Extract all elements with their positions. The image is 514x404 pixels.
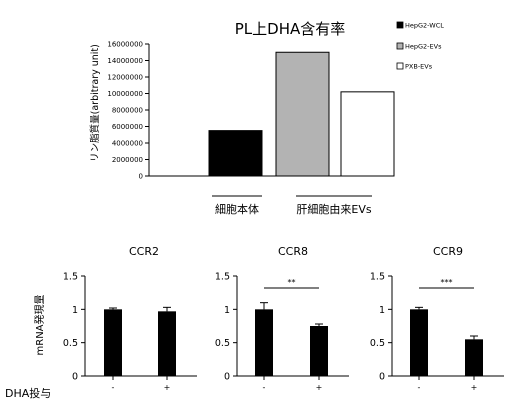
top-chart-ytick-label: 14000000 <box>107 57 143 65</box>
group-label-cell-body: 細胞本体 <box>215 202 259 216</box>
ccr-ytick-label: 0 <box>379 372 385 383</box>
significance-marker: ** <box>288 278 296 287</box>
ccr-xtick-label: + <box>471 383 478 392</box>
ccr-xtick-label: + <box>316 383 323 392</box>
top-chart-bar-hepg2-wcl <box>208 130 263 177</box>
ccr-xtick-label: - <box>263 383 266 392</box>
ccr-bar <box>410 309 428 376</box>
dha-treatment-label: DHA投与 <box>5 386 51 400</box>
ccr-ytick-label: 0.5 <box>370 338 385 349</box>
ccr-bar <box>310 326 328 376</box>
ccr-ytick-label: 1 <box>379 305 385 316</box>
top-chart-title: PL上DHA含有率 <box>235 20 346 38</box>
ccr-ytick-label: 0.5 <box>215 338 230 349</box>
ccr-ytick-label: 0.5 <box>63 338 78 349</box>
top-chart-ytick-label: 16000000 <box>107 41 143 49</box>
ccr-bar <box>158 311 176 376</box>
ccr-bar <box>255 309 273 376</box>
mrna-ylabel: mRNA発現量 <box>33 294 46 355</box>
significance-marker: *** <box>441 278 453 287</box>
legend-swatch-hepg2-evs <box>396 42 404 50</box>
top-chart-ytick-label: 10000000 <box>107 90 143 98</box>
top-chart-bar-pxb-evs <box>340 91 395 177</box>
top-chart-ytick-label: 0 <box>139 173 143 181</box>
ccr-bar <box>465 339 483 376</box>
top-chart-ytick-label: 2000000 <box>112 156 143 164</box>
ccr-chart-ccr8: CCR8 0 0.5 1 1.5 - + ** <box>215 245 349 392</box>
ccr-xtick-label: - <box>418 383 421 392</box>
dha-content-chart: PL上DHA含有率 リン脂質量(arbitrary unit) 0 2000000… <box>89 20 444 216</box>
ccr-chart-ccr9: CCR9 0 0.5 1 1.5 - + *** <box>370 245 504 392</box>
ccr-ytick-label: 1 <box>224 305 230 316</box>
top-chart-ylabel: リン脂質量(arbitrary unit) <box>89 44 101 162</box>
top-chart-ytick-label: 4000000 <box>112 140 143 148</box>
top-chart-ytick-label: 12000000 <box>107 74 143 82</box>
ccr-chart-title: CCR8 <box>278 245 308 258</box>
top-chart-ytick-label: 8000000 <box>112 107 143 115</box>
ccr-ytick-label: 1 <box>72 305 78 316</box>
ccr-xtick-label: + <box>164 383 171 392</box>
ccr-bar <box>104 309 122 376</box>
ccr-ytick-label: 1.5 <box>370 272 385 283</box>
ccr-chart-title: CCR2 <box>129 245 159 258</box>
legend-label: HepG2-WCL <box>405 22 444 30</box>
ccr-chart-title: CCR9 <box>433 245 463 258</box>
ccr-ytick-label: 1.5 <box>63 272 78 283</box>
ccr-ytick-label: 1.5 <box>215 272 230 283</box>
legend-label: HepG2-EVs <box>405 43 442 51</box>
ccr-ytick-label: 0 <box>72 372 78 383</box>
top-chart-ytick-label: 6000000 <box>112 123 143 131</box>
ccr-xtick-label: - <box>112 383 115 392</box>
legend-swatch-pxb-evs <box>396 62 404 70</box>
ccr-chart-ccr2: CCR2 0 0.5 1 1.5 - + <box>63 245 197 392</box>
top-chart-bar-hepg2-evs <box>275 51 330 177</box>
group-label-hepatocyte-evs: 肝細胞由来EVs <box>296 202 371 216</box>
legend-swatch-hepg2-wcl <box>396 21 404 29</box>
legend-label: PXB-EVs <box>405 63 433 71</box>
ccr-ytick-label: 0 <box>224 372 230 383</box>
